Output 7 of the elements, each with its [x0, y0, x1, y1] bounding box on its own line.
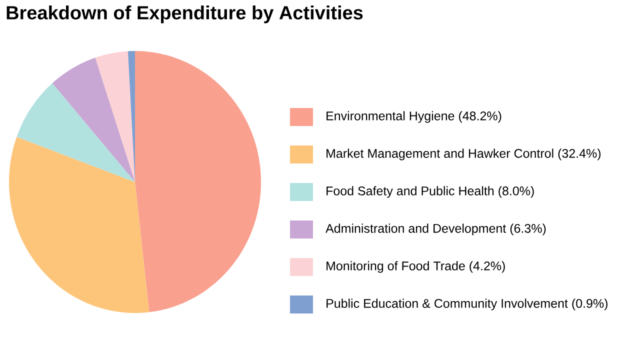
legend-label: Environmental Hygiene (48.2%) [326, 111, 502, 123]
legend-label: Food Safety and Public Health (8.0%) [326, 186, 534, 198]
legend-label: Administration and Development (6.3%) [326, 224, 546, 236]
chart-title: Breakdown of Expenditure by Activities [6, 6, 363, 24]
legend-label: Public Education & Community Involvement (0.9%) [326, 298, 608, 310]
legend-label: Monitoring of Food Trade (4.2%) [326, 261, 505, 273]
legend-label: Market Management and Hawker Control (32.4%) [326, 148, 601, 160]
